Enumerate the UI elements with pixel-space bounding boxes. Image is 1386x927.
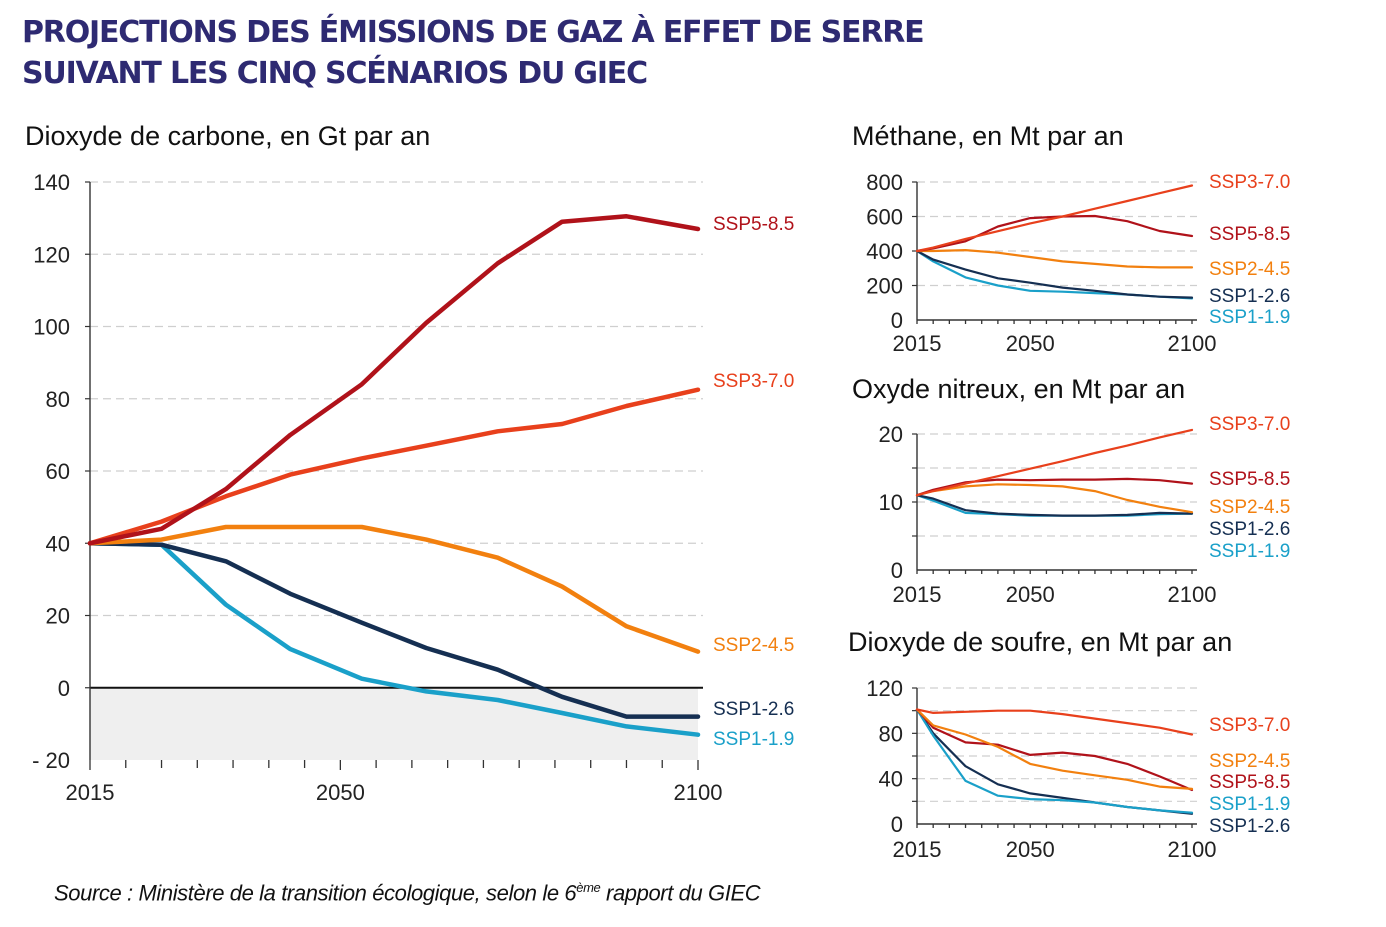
series-line-ssp3-7-0 [915, 708, 1194, 736]
x-tick-label: 2100 [1168, 837, 1217, 862]
x-tick-label: 2050 [316, 780, 365, 805]
y-tick-label: 20 [46, 604, 70, 629]
x-tick-label: 2015 [893, 331, 942, 356]
y-tick-label: 100 [33, 315, 70, 340]
series-label: SSP1-2.6 [1209, 519, 1290, 540]
series-line-ssp3-7-0 [915, 428, 1194, 497]
series-line-ssp1-2-6 [87, 541, 701, 719]
series-line-ssp2-4-5 [87, 524, 701, 654]
series-line-ssp2-4-5 [915, 249, 1194, 269]
series-line-ssp1-1-9 [87, 541, 701, 737]
series-line-ssp1-1-9 [915, 708, 1194, 814]
series-line-ssp5-8-5 [87, 214, 701, 546]
series-line-ssp2-4-5 [915, 708, 1194, 791]
series-line-ssp5-8-5 [915, 708, 1194, 792]
y-tick-label: 40 [46, 531, 70, 556]
y-tick-label: - 20 [32, 748, 70, 773]
series-label: SSP1-1.9 [713, 729, 794, 750]
series-label: SSP1-1.9 [1209, 541, 1290, 562]
series-label: SSP2-4.5 [1209, 751, 1290, 772]
x-tick-label: 2100 [1168, 331, 1217, 356]
y-tick-label: 800 [866, 170, 903, 195]
source-sup: ème [576, 880, 601, 895]
y-tick-label: 80 [879, 721, 903, 746]
y-tick-label: 140 [33, 170, 70, 195]
series-line-ssp1-2-6 [915, 494, 1194, 517]
series-line-ssp5-8-5 [915, 214, 1194, 253]
negative-zone [90, 687, 698, 760]
series-line-ssp3-7-0 [915, 184, 1194, 253]
y-tick-label: 0 [891, 812, 903, 837]
y-tick-label: 120 [866, 676, 903, 701]
x-tick-label: 2100 [674, 780, 723, 805]
series-label: SSP3-7.0 [1209, 715, 1290, 736]
series-label: SSP2-4.5 [1209, 497, 1290, 518]
chart-panel-3: Dioxyde de soufre, en Mt par an120804002… [848, 627, 1290, 862]
series-label: SSP3-7.0 [1209, 172, 1290, 193]
series-label: SSP1-1.9 [1209, 307, 1290, 328]
y-tick-label: 120 [33, 242, 70, 267]
series-label: SSP2-4.5 [713, 635, 794, 656]
series-label: SSP3-7.0 [1209, 414, 1290, 435]
series-label: SSP1-2.6 [1209, 286, 1290, 307]
y-tick-label: 60 [46, 459, 70, 484]
x-tick-label: 2050 [1006, 837, 1055, 862]
series-label: SSP5-8.5 [1209, 469, 1290, 490]
series-label: SSP5-8.5 [713, 214, 794, 235]
y-tick-label: 10 [879, 490, 903, 515]
source-prefix: Source : Ministère de la transition écol… [54, 880, 577, 906]
series-label: SSP5-8.5 [1209, 224, 1290, 245]
series-label: SSP1-2.6 [1209, 816, 1290, 837]
x-tick-label: 2015 [893, 582, 942, 607]
title-line-1: PROJECTIONS DES ÉMISSIONS DE GAZ À EFFET… [22, 15, 925, 50]
y-tick-label: 40 [879, 767, 903, 792]
title-line-2: SUIVANT LES CINQ SCÉNARIOS DU GIEC [22, 56, 648, 91]
y-tick-label: 400 [866, 239, 903, 264]
panel-title: Méthane, en Mt par an [852, 121, 1124, 151]
series-label: SSP1-1.9 [1209, 794, 1290, 815]
y-tick-label: 0 [58, 676, 70, 701]
panel-title: Dioxyde de carbone, en Gt par an [25, 121, 430, 151]
page-title: PROJECTIONS DES ÉMISSIONS DE GAZ À EFFET… [22, 12, 925, 94]
series-line-ssp1-1-9 [915, 249, 1194, 300]
series-line-ssp3-7-0 [87, 387, 701, 546]
panel-title: Dioxyde de soufre, en Mt par an [848, 627, 1232, 657]
x-tick-label: 2050 [1006, 331, 1055, 356]
y-tick-label: 600 [866, 205, 903, 230]
series-line-ssp5-8-5 [915, 477, 1194, 497]
y-tick-label: 20 [879, 422, 903, 447]
source-note: Source : Ministère de la transition écol… [54, 880, 761, 906]
x-tick-label: 2050 [1006, 582, 1055, 607]
y-tick-label: 0 [891, 558, 903, 583]
series-label: SSP1-2.6 [713, 699, 794, 720]
y-tick-label: 80 [46, 387, 70, 412]
x-tick-label: 2015 [66, 780, 115, 805]
series-label: SSP3-7.0 [713, 371, 794, 392]
y-tick-label: 200 [866, 274, 903, 299]
chart-panel-0: Dioxyde de carbone, en Gt par an 140 120 10… [25, 121, 794, 805]
y-tick-label: 0 [891, 308, 903, 333]
x-tick-label: 2100 [1168, 582, 1217, 607]
x-tick-label: 2015 [893, 837, 942, 862]
series-line-ssp1-2-6 [915, 708, 1194, 815]
series-line-ssp2-4-5 [915, 483, 1194, 514]
series-line-ssp1-2-6 [915, 249, 1194, 299]
series-label: SSP5-8.5 [1209, 772, 1290, 793]
series-label: SSP2-4.5 [1209, 259, 1290, 280]
source-suffix: rapport du GIEC [600, 880, 761, 906]
panel-title: Oxyde nitreux, en Mt par an [852, 374, 1185, 404]
